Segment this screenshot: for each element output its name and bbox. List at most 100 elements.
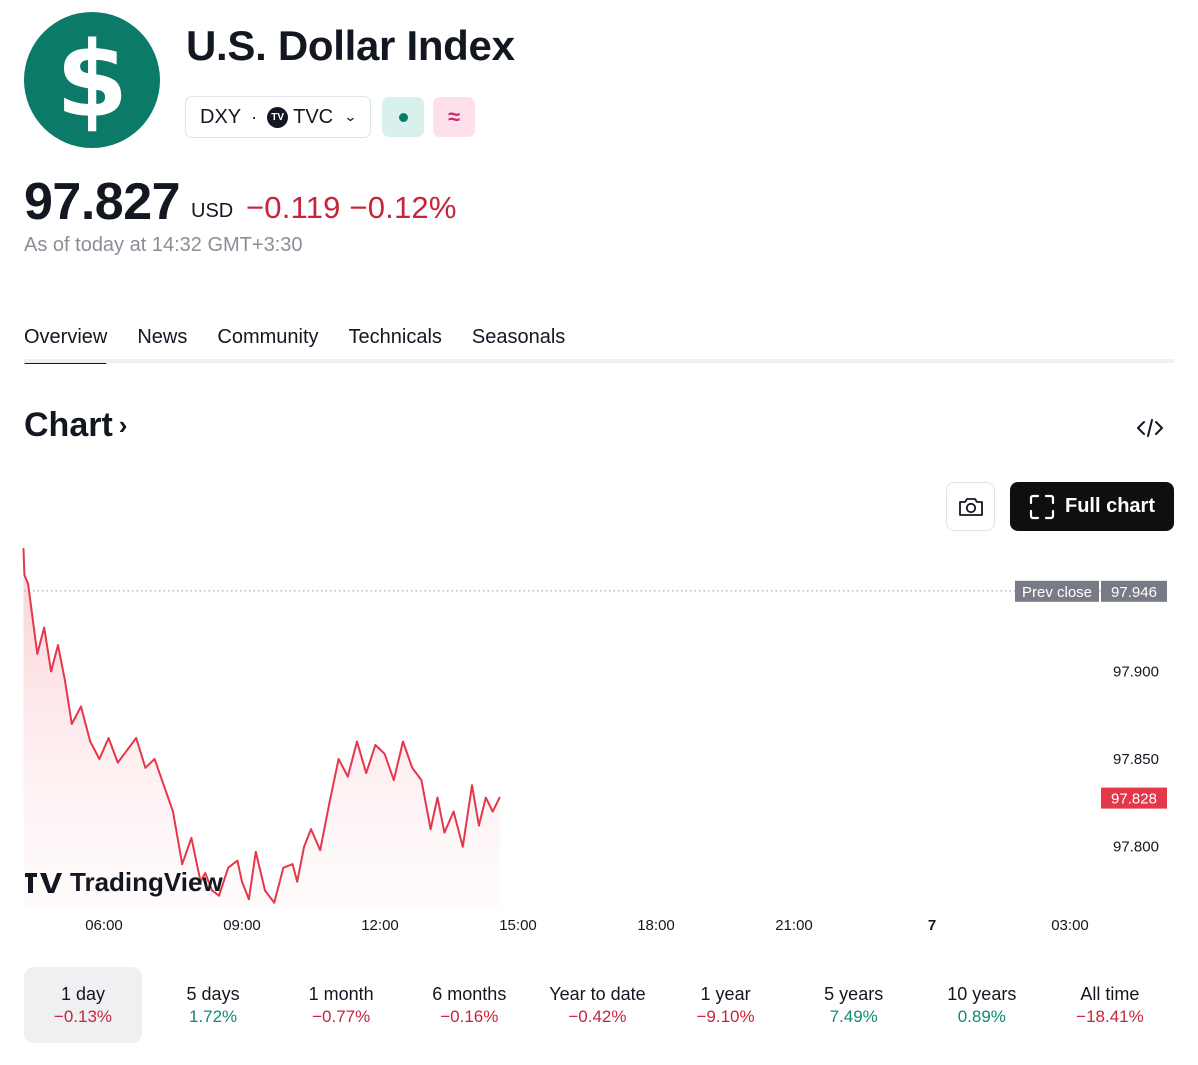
chevron-right-icon: › [118,410,128,440]
price-point [264,889,266,892]
price-point [227,866,230,869]
price-point [402,740,404,743]
period-5-years[interactable]: 5 years 7.49% [790,967,918,1043]
x-tick-label: 12:00 [361,917,399,934]
quote-timestamp: As of today at 14:32 GMT+3:30 [24,234,303,256]
price-point [64,679,66,682]
embed-code-icon[interactable] [1134,414,1166,442]
price-point [204,872,207,874]
price-point [153,758,156,760]
currency-label: USD [191,200,234,222]
price-point [190,837,193,839]
period-year-to-date[interactable]: Year to date −0.42% [533,967,661,1043]
price-point [392,779,395,781]
chart-section-link[interactable]: Chart › [24,406,127,445]
full-chart-button[interactable]: Full chart [1010,482,1174,531]
price-point [436,796,439,799]
y-tick-label: 97.800 [1113,839,1159,856]
period-label: 6 months [432,983,507,1004]
page-title: U.S. Dollar Index [186,22,515,69]
price-point [57,644,59,646]
period-1-month[interactable]: 1 month −0.77% [277,967,405,1043]
price-point [420,779,423,781]
x-tick-label: 21:00 [775,917,813,934]
price-point [144,766,147,769]
price-point [291,863,294,866]
x-tick-label: 03:00 [1051,917,1089,934]
prev-close-label: Prev close [1022,584,1092,601]
period-label: 10 years [947,983,1017,1004]
tab-community[interactable]: Community [217,326,319,348]
price-point [443,831,446,834]
period-change: −9.10% [696,1006,755,1026]
tradingview-exchange-icon: TV [267,106,289,128]
price-point [328,802,331,804]
symbol-exchange-selector[interactable]: DXY · TV TVC ⌄ [185,96,371,138]
dollar-logo: $ [24,12,160,148]
tradingview-logo-icon [25,873,62,893]
price-point [135,737,138,739]
symbol-label: DXY [200,105,242,128]
x-tick-label: 15:00 [499,917,537,934]
price-point [310,828,312,830]
price-point [254,851,257,853]
price-point [31,618,34,620]
tab-news[interactable]: News [137,326,188,348]
price-point [241,880,243,883]
price-point [199,880,202,883]
x-tick-label: 09:00 [223,917,261,934]
y-tick-label: 97.850 [1113,751,1159,768]
period-all-time[interactable]: All time −18.41% [1046,967,1174,1043]
period-change: 1.72% [188,1006,238,1026]
period-change: −0.13% [53,1006,113,1026]
period-label: 1 day [60,983,106,1004]
price-point [218,894,220,897]
price-point [181,863,184,866]
price-point [383,752,386,755]
y-tick-label: 97.900 [1113,663,1159,680]
last-price-tag [1101,787,1167,809]
snapshot-button[interactable] [946,482,995,531]
price-area [23,548,500,908]
price-point [356,740,358,743]
period-1-day[interactable]: 1 day −0.13% [24,967,142,1043]
tab-seasonals[interactable]: Seasonals [471,326,566,348]
section-tabs: Overview News Community Technicals Seaso… [24,326,595,364]
fullscreen-icon [1029,494,1055,519]
delayed-data-badge[interactable]: ≈ [433,97,475,137]
market-open-badge[interactable] [382,97,424,137]
period-change: 7.49% [829,1006,878,1026]
period-1-year[interactable]: 1 year −9.10% [662,967,790,1043]
period-label: 5 years [824,983,884,1004]
price-point [23,574,26,576]
prev-close-tag [1015,580,1099,602]
price-point [43,626,46,629]
tab-technicals[interactable]: Technicals [348,326,442,348]
period-change: −18.41% [1076,1006,1144,1026]
period-label: 1 year [700,983,751,1004]
period-change: −0.16% [440,1006,499,1026]
price-point [498,796,501,799]
price-change: −0.119 −0.12% [246,190,457,225]
price-chart[interactable]: 97.900 97.850 97.800 Prev close 97.946 97.828… [0,540,1198,950]
price-point [491,810,494,813]
price-point [107,737,110,739]
price-point [36,653,39,655]
price-point [365,772,368,774]
period-5-days[interactable]: 5 days 1.72% [149,967,277,1043]
price-point [337,758,340,760]
price-point [98,758,101,760]
period-10-years[interactable]: 10 years 0.89% [918,967,1046,1043]
period-6-months[interactable]: 6 months −0.16% [405,967,533,1043]
price-point [50,670,52,673]
price-point [172,810,174,813]
price-point [303,845,305,848]
price-point [296,880,299,883]
prev-close-value-tag [1101,580,1167,602]
price-point [89,740,92,743]
price-point [452,810,455,813]
period-change: 0.89% [957,1006,1006,1026]
tabs-divider [24,359,1174,363]
approx-icon: ≈ [447,104,461,129]
prev-close-value: 97.946 [1111,584,1157,601]
